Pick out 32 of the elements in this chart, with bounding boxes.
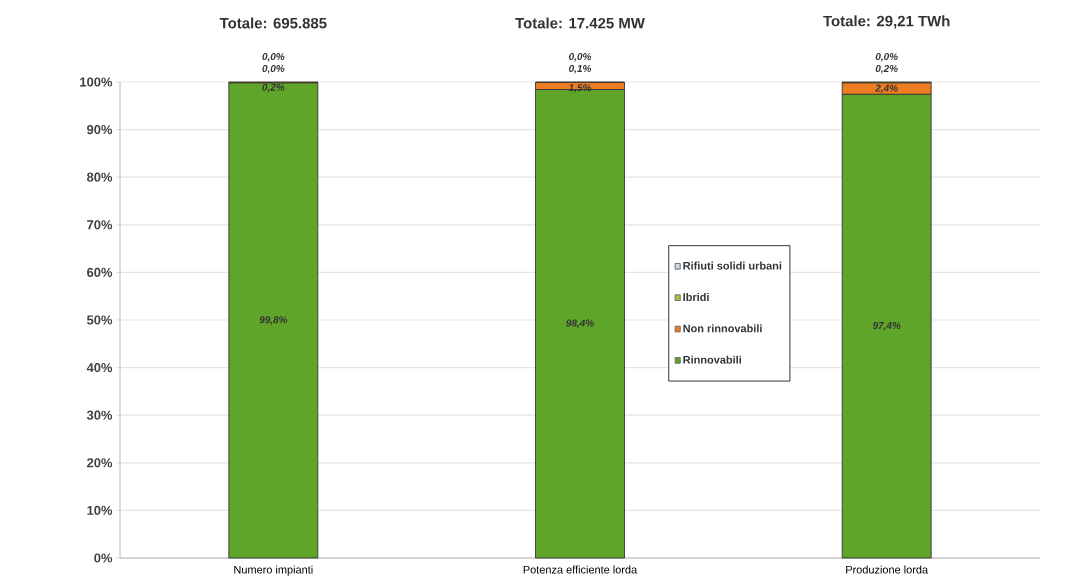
- legend-label: Non rinnovabili: [683, 324, 762, 333]
- legend-label: Ibridi: [683, 292, 709, 302]
- data-label: 0,1%: [569, 65, 592, 74]
- y-tick-label: 40%: [86, 363, 113, 373]
- x-tick-label: Potenza efficiente lorda: [523, 565, 638, 574]
- text: Totale: 29,21 TWh: [823, 15, 950, 29]
- legend-label: Rinnovabili: [683, 355, 741, 364]
- y-tick-label: 90%: [87, 125, 113, 135]
- data-label: 2,4%: [875, 84, 898, 94]
- y-tick-label: 20%: [87, 458, 113, 468]
- text: Totale: 695.885: [219, 17, 327, 29]
- y-tick-label: 80%: [86, 172, 113, 182]
- data-label: 99,8%: [259, 316, 288, 325]
- data-label: 0,0%: [875, 53, 898, 62]
- data-label: 0,0%: [262, 65, 285, 74]
- y-tick-label: 70%: [87, 220, 113, 230]
- y-tick-label: 60%: [87, 267, 113, 277]
- y-tick-label: 10%: [87, 505, 113, 515]
- y-tick-label: 50%: [86, 315, 113, 325]
- text: Totale: 17.425 MW: [515, 17, 645, 29]
- data-label: 0,0%: [262, 53, 285, 62]
- legend-label: Rifiuti solidi urbani: [683, 261, 782, 270]
- y-tick-label: 100%: [80, 77, 113, 87]
- y-tick-label: 30%: [86, 410, 113, 420]
- data-label: 98,4%: [566, 319, 594, 329]
- data-label: 97,4%: [872, 321, 901, 331]
- y-tick-label: 0%: [94, 553, 113, 563]
- data-label: 0,2%: [262, 83, 285, 93]
- x-tick-label: Numero impianti: [234, 565, 313, 576]
- x-tick-label: Produzione lorda: [846, 565, 929, 574]
- data-label: 0,2%: [875, 65, 898, 74]
- data-label: 0,0%: [569, 53, 592, 62]
